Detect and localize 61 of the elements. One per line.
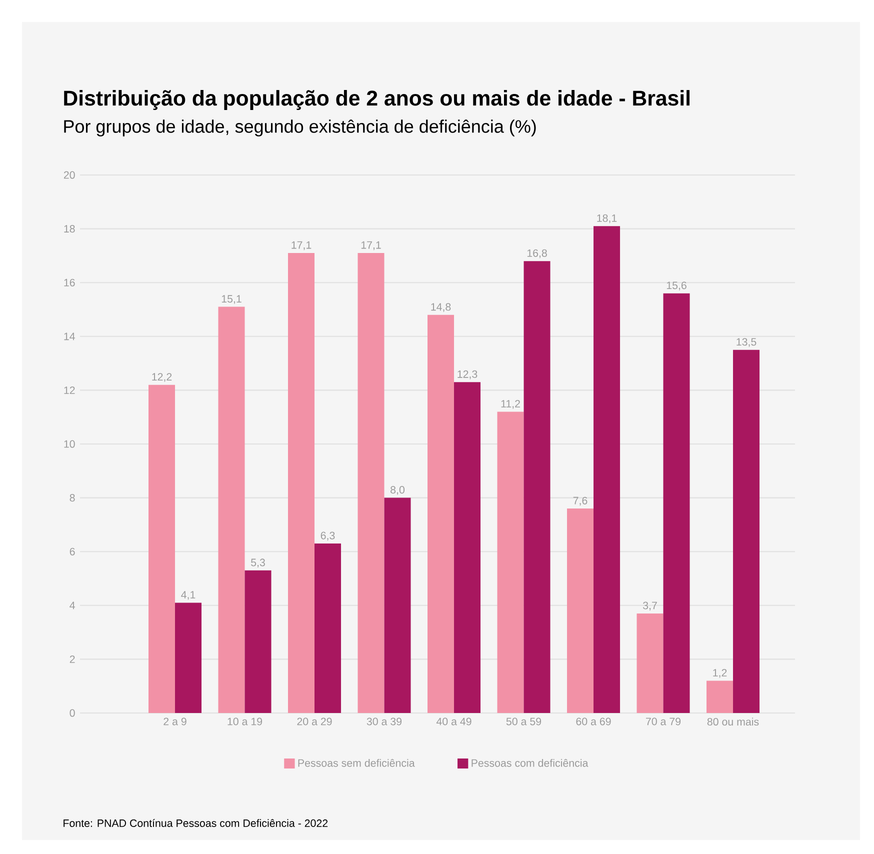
bar (663, 293, 690, 713)
y-tick-label: 0 (70, 709, 75, 717)
legend-label: Pessoas com deficiência (472, 758, 588, 767)
bar (524, 261, 550, 713)
y-tick-label: 6 (70, 548, 75, 556)
bar (148, 384, 176, 713)
x-tick-label: 30 a 39 (366, 718, 402, 726)
chart-title: Distribuição da população de 2 anos ou mais de idade - Brasil (64, 90, 690, 110)
data-label: 7,6 (573, 496, 588, 506)
data-label: 15,1 (222, 295, 242, 304)
data-label: 14,8 (431, 303, 451, 312)
x-tick-label: 80 ou mais (707, 718, 759, 726)
data-label: 16,8 (527, 249, 547, 258)
bar (706, 680, 734, 713)
x-tick-label: 2 a 9 (164, 718, 186, 726)
data-label: 6,3 (320, 532, 335, 541)
y-tick-label: 20 (64, 171, 75, 179)
data-label: 17,1 (292, 241, 312, 250)
y-tick-label: 14 (64, 332, 75, 340)
x-tick-label: 60 a 69 (576, 718, 611, 726)
data-label: 13,5 (736, 338, 756, 347)
x-tick-label: 20 a 29 (297, 718, 332, 726)
data-label: 8,0 (390, 486, 405, 495)
y-tick-label: 16 (64, 278, 75, 286)
legend-label: Pessoas sem deficiência (298, 758, 415, 767)
y-tick-label: 2 (70, 655, 75, 663)
bar (636, 613, 664, 713)
bar (314, 544, 342, 713)
data-label: 11,2 (501, 400, 520, 409)
x-tick-label: 70 a 79 (646, 718, 681, 726)
bar (454, 382, 481, 713)
bar (497, 412, 524, 713)
data-label: 4,1 (181, 591, 196, 600)
chart-subtitle: Por grupos de idade, segundo existência de deficiência (%) (64, 120, 536, 136)
bar (733, 350, 760, 713)
bar (567, 508, 594, 713)
data-label: 17,1 (361, 241, 381, 250)
data-label: 12,2 (152, 373, 172, 382)
bar (288, 253, 315, 713)
bar (384, 498, 411, 713)
bar (244, 570, 272, 713)
y-tick-label: 18 (64, 225, 75, 233)
source-note: Fonte: PNAD Contínua Pessoas com Deficiência - 2022 (64, 819, 328, 827)
bar (358, 253, 384, 713)
bar (218, 306, 245, 713)
data-label: 12,3 (458, 370, 478, 380)
y-tick-label: 8 (70, 494, 75, 502)
x-tick-label: 40 a 49 (436, 718, 472, 726)
data-label: 5,3 (251, 558, 265, 568)
y-tick-label: 10 (64, 440, 75, 448)
y-tick-label: 12 (64, 386, 75, 394)
y-tick-label: 4 (70, 602, 75, 610)
data-label: 1,2 (713, 668, 727, 678)
data-label: 3,7 (642, 602, 657, 611)
data-label: 15,6 (666, 282, 686, 290)
x-tick-label: 50 a 59 (506, 718, 542, 726)
data-label: 18,1 (597, 214, 617, 224)
bar (175, 602, 202, 713)
bar (428, 314, 454, 713)
bar (594, 226, 620, 713)
x-tick-label: 10 a 19 (228, 718, 262, 726)
